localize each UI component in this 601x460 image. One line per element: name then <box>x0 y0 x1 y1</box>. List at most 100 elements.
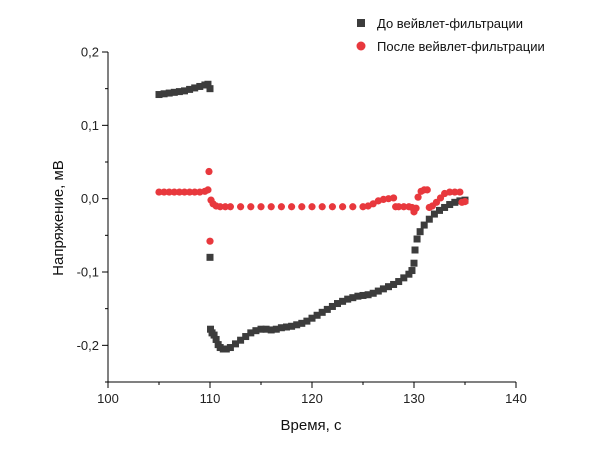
data-point <box>252 327 260 335</box>
data-point <box>175 188 183 196</box>
legend-label-after: После вейвлет-фильтрации <box>377 39 545 54</box>
legend-marker-before <box>357 19 365 27</box>
data-point <box>247 203 255 211</box>
data-point <box>191 84 199 92</box>
data-point <box>334 300 341 308</box>
data-point <box>339 203 347 211</box>
data-point <box>170 188 178 196</box>
series-layer <box>155 80 469 353</box>
data-point <box>446 188 454 196</box>
data-point <box>395 203 403 211</box>
data-point <box>344 295 352 303</box>
data-point <box>374 287 382 295</box>
data-point <box>323 305 331 313</box>
data-point <box>204 186 212 194</box>
data-point <box>160 188 168 196</box>
data-point <box>288 322 296 330</box>
data-point <box>318 308 326 316</box>
data-point <box>186 188 194 196</box>
x-tick-label: 120 <box>301 391 323 406</box>
data-point <box>160 90 168 98</box>
data-point <box>339 297 347 305</box>
data-point <box>436 206 443 214</box>
data-point <box>379 285 387 293</box>
data-point <box>461 198 469 206</box>
y-tick-label: 0,0 <box>81 191 99 206</box>
data-point <box>237 336 245 344</box>
data-point <box>206 237 214 245</box>
data-point <box>155 91 163 99</box>
series-after-filter <box>155 167 469 245</box>
data-point <box>451 188 459 196</box>
data-point <box>446 201 454 209</box>
data-point <box>354 292 362 300</box>
data-point <box>423 186 431 194</box>
y-axis: -0,2 -0,1 0,0 0,1 0,2 <box>77 45 109 383</box>
data-point <box>420 221 428 229</box>
data-point <box>395 278 403 286</box>
data-point <box>216 203 224 211</box>
data-point <box>408 267 416 275</box>
data-point <box>349 203 357 211</box>
data-point <box>232 340 239 348</box>
data-point <box>165 89 173 97</box>
data-point <box>410 259 418 267</box>
data-point <box>411 246 419 254</box>
data-point <box>221 203 229 211</box>
data-point <box>181 87 188 95</box>
data-point <box>416 228 424 236</box>
x-tick-label: 110 <box>200 391 221 406</box>
data-point <box>288 203 296 211</box>
y-tick-label: 0,1 <box>81 118 99 133</box>
data-point <box>222 345 230 353</box>
data-point <box>206 253 214 261</box>
data-point <box>283 323 290 331</box>
data-point <box>405 270 413 278</box>
data-point <box>262 325 270 333</box>
legend-marker-after <box>356 41 366 51</box>
data-point <box>313 311 321 319</box>
data-point <box>390 280 398 288</box>
data-point <box>242 333 250 341</box>
x-tick-label: 130 <box>403 391 425 406</box>
x-tick-label: 100 <box>97 391 119 406</box>
data-point <box>226 203 234 211</box>
data-point <box>210 331 218 339</box>
data-point <box>293 321 301 329</box>
legend-label-before: До вейвлет-фильтрации <box>377 16 523 31</box>
data-point <box>328 203 336 211</box>
data-point <box>390 194 398 202</box>
x-tick-label: 140 <box>505 391 527 406</box>
data-point <box>155 188 163 196</box>
x-axis: 100 110 120 130 140 <box>97 381 527 406</box>
data-point <box>349 294 357 302</box>
data-point <box>165 188 173 196</box>
data-point <box>298 319 306 327</box>
data-point <box>385 283 392 291</box>
data-point <box>298 203 306 211</box>
data-point <box>400 203 408 211</box>
data-point <box>175 88 183 96</box>
data-point <box>170 88 178 96</box>
data-point <box>196 82 204 90</box>
data-point <box>400 274 408 282</box>
data-point <box>451 198 459 206</box>
legend: До вейвлет-фильтрации После вейвлет-филь… <box>356 16 545 54</box>
data-point <box>267 203 275 211</box>
y-axis-title: Напряжение, мВ <box>50 160 67 276</box>
data-point <box>413 235 421 243</box>
data-point <box>303 317 311 325</box>
data-point <box>456 188 464 196</box>
data-point <box>180 188 189 196</box>
data-point <box>212 335 220 343</box>
data-point <box>414 193 422 201</box>
y-tick-label: 0,2 <box>81 45 99 60</box>
data-point <box>430 210 438 218</box>
data-point <box>207 325 215 333</box>
data-point <box>359 291 367 299</box>
series-before-filter <box>155 80 469 353</box>
data-point <box>412 204 420 212</box>
data-point <box>369 289 377 297</box>
data-point <box>237 203 245 211</box>
